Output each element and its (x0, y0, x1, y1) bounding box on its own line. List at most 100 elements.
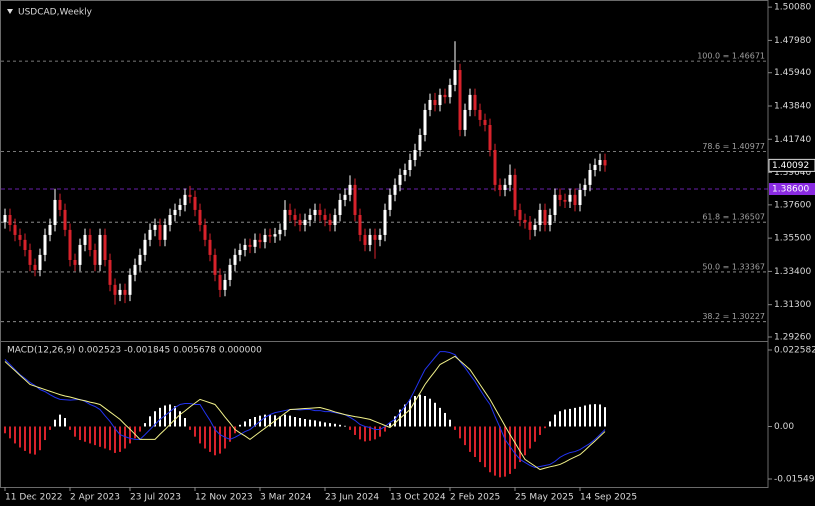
candle-body (563, 199, 567, 202)
histogram-bar (324, 422, 326, 427)
candle-body (403, 170, 407, 175)
histogram-bar (499, 426, 501, 478)
histogram-bar (574, 407, 576, 427)
candle-body (38, 254, 42, 270)
histogram-bar (579, 406, 581, 427)
candle-body (478, 109, 482, 120)
histogram-bar (149, 416, 151, 427)
candle-body (213, 254, 217, 275)
histogram-bar (514, 426, 516, 469)
histogram-bar (49, 426, 51, 430)
candle-body (218, 274, 222, 290)
histogram-bar (334, 423, 336, 427)
histogram-bar (239, 424, 241, 427)
histogram-bar (534, 426, 536, 442)
histogram-bar (419, 394, 421, 427)
candle-body (63, 209, 67, 230)
macd-line (4, 351, 606, 469)
candle-body (573, 194, 577, 206)
histogram-bar (24, 426, 26, 451)
histogram-bar (394, 416, 396, 427)
histogram-bar (214, 426, 216, 456)
histogram-bar (564, 409, 566, 427)
x-tick-label: 25 May 2025 (515, 493, 574, 503)
histogram-bar (19, 426, 21, 448)
macd-label: MACD(12,26,9) 0.002523 -0.001845 0.00567… (7, 346, 262, 356)
histogram-bar (424, 396, 426, 427)
candle-body (418, 134, 422, 151)
candle-body (103, 234, 107, 260)
candle-body (238, 250, 242, 255)
y-tick-label: -0.015495 (774, 474, 815, 484)
histogram-bar (549, 421, 551, 427)
histogram-bar (34, 426, 36, 455)
level-label: 78.6 = 1.40977 (702, 142, 765, 151)
candle-body (98, 234, 102, 265)
histogram-bar (284, 414, 286, 427)
histogram-bar (589, 404, 591, 427)
candle-body (28, 250, 32, 265)
histogram-bar (104, 426, 106, 449)
candle-body (288, 209, 292, 215)
y-tick-label: 1.29260 (774, 332, 811, 342)
histogram-bar (569, 408, 571, 427)
candle-body (463, 109, 467, 130)
candle-body (173, 209, 177, 215)
candle-body (353, 184, 357, 215)
candle-body (448, 84, 452, 98)
candle-body (53, 199, 57, 225)
candle-body (293, 214, 297, 220)
candle-body (33, 264, 37, 270)
candle-body (233, 254, 237, 265)
histogram-bar (559, 411, 561, 427)
candle-body (398, 174, 402, 185)
histogram-bar (109, 426, 111, 451)
y-tick-label: 1.31300 (774, 300, 811, 310)
candle-body (443, 94, 447, 98)
candle-body (453, 70, 457, 85)
y-tick-label: 1.41740 (774, 135, 811, 145)
histogram-bar (264, 414, 266, 427)
candle-body (78, 244, 82, 265)
current-price-tag (768, 158, 815, 172)
histogram-bar (174, 406, 176, 427)
candle-body (93, 250, 97, 265)
candle-body (158, 224, 162, 240)
candle-body (203, 224, 207, 240)
candle-body (163, 224, 167, 240)
y-tick-label: 0.022582 (774, 345, 815, 355)
y-tick-label: 1.43840 (774, 101, 811, 111)
candle-body (533, 224, 537, 230)
candle-body (228, 264, 232, 280)
candle-body (393, 184, 397, 195)
candle-body (513, 174, 517, 210)
x-tick-label: 23 Jul 2023 (130, 493, 181, 503)
histogram-bar (539, 426, 541, 435)
histogram-bar (529, 426, 531, 449)
candle-body (383, 209, 387, 235)
histogram-bar (309, 419, 311, 427)
candle-body (183, 194, 187, 206)
histogram-bar (404, 404, 406, 427)
histogram-bar (509, 426, 511, 474)
candle-body (328, 219, 332, 225)
candle-body (278, 229, 282, 235)
histogram-bar (219, 426, 221, 454)
candle-body (263, 234, 267, 243)
candle-body (598, 160, 602, 165)
candle-body (128, 274, 132, 295)
candle-body (588, 170, 592, 185)
histogram-bar (9, 426, 11, 439)
histogram-bar (359, 426, 361, 440)
candle-body (548, 214, 552, 225)
x-tick-label: 12 Nov 2023 (195, 493, 253, 503)
candle-body (363, 234, 367, 245)
candle-body (303, 219, 307, 225)
candle-body (388, 194, 392, 210)
candle-body (88, 234, 92, 251)
x-tick-label: 13 Oct 2024 (390, 493, 446, 503)
histogram-bar (279, 416, 281, 427)
y-tick-label: 0.00 (774, 422, 794, 432)
histogram-bar (204, 426, 206, 449)
